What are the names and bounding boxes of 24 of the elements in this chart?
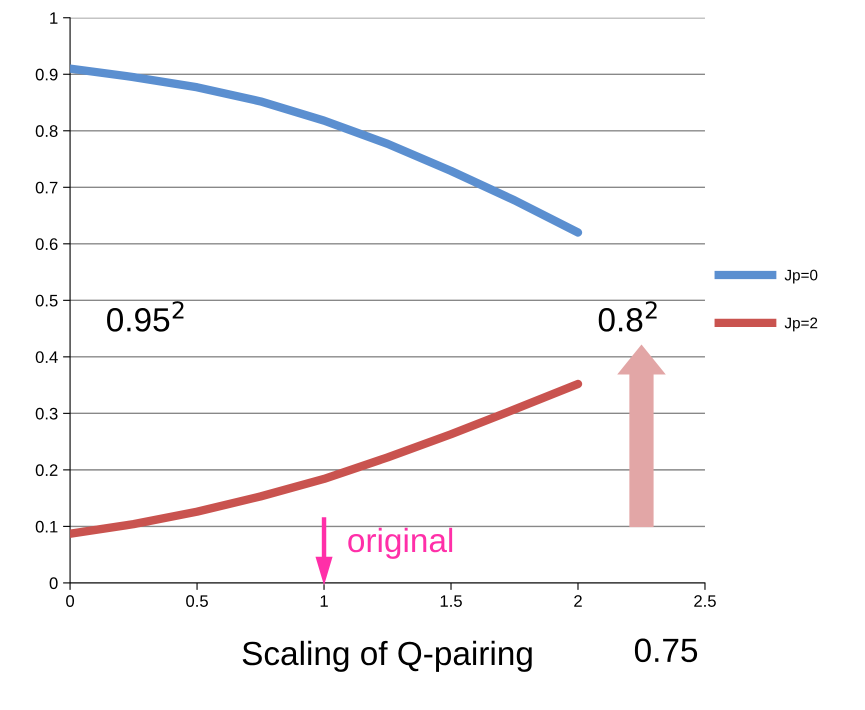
annotation: original <box>348 528 452 559</box>
text: 0.75 <box>634 638 698 662</box>
legend-label: Jp=2 <box>784 318 818 332</box>
y-tick-label: 0.4 <box>36 351 58 364</box>
y-tick-label: 0.9 <box>36 68 58 80</box>
y-tick-label: 0.3 <box>36 408 58 420</box>
x-tick-label: 2.5 <box>694 595 716 607</box>
legend-label: Jp=0 <box>784 270 818 284</box>
y-tick-label: 0.8 <box>36 125 58 137</box>
y-tick-label: 1 <box>50 12 58 24</box>
y-tick-label: 0.5 <box>36 294 58 307</box>
y-tick-label: 0.7 <box>36 182 58 194</box>
annotation: 0.95$^{2}$ <box>107 301 184 332</box>
x-tick-label: 2 <box>574 595 582 607</box>
y-tick-label: 0.1 <box>36 520 58 533</box>
y-tick-label: 0 <box>50 577 58 590</box>
x-tick-label: 1 <box>320 595 328 607</box>
y-tick-label: 0.6 <box>36 238 58 250</box>
x-tick-label: 1.5 <box>440 595 462 607</box>
x-tick-label: 0 <box>66 595 74 607</box>
x-axis-title: Scaling of Q-pairing <box>242 640 532 672</box>
x-tick-label: 0.5 <box>186 595 208 607</box>
annotation: 0.8$^{2}$ <box>598 301 657 332</box>
y-tick-label: 0.2 <box>36 464 58 476</box>
